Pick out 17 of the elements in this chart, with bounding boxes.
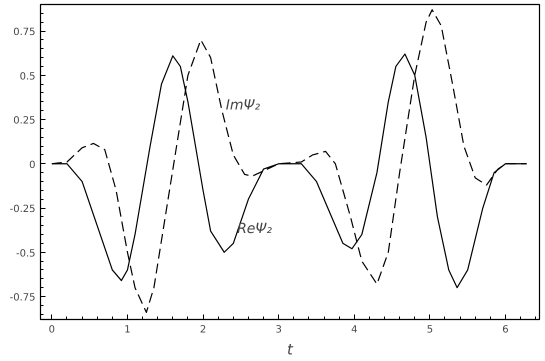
x-tick-label: 0: [48, 324, 56, 336]
y-tick-label: -0.25: [10, 204, 36, 216]
y-tick-label: 0.25: [13, 116, 36, 127]
annotation: ReΨ₂: [237, 221, 272, 238]
y-tick-label: 0.5: [20, 71, 36, 82]
x-tick-label: 4: [351, 324, 358, 336]
x-tick-label: 6: [502, 324, 509, 336]
annotation: ImΨ₂: [226, 97, 261, 114]
x-tick-label: 2: [200, 324, 206, 336]
x-axis-title: t: [287, 340, 294, 358]
x-tick-label: 5: [426, 324, 434, 336]
y-tick-label: 0: [29, 160, 36, 171]
x-tick-label: 3: [275, 324, 282, 336]
y-tick-label: -0.75: [10, 292, 36, 304]
x-tick-label: 1: [124, 324, 131, 336]
y-tick-label: 0.75: [13, 27, 36, 38]
y-tick-label: -0.5: [16, 248, 36, 260]
